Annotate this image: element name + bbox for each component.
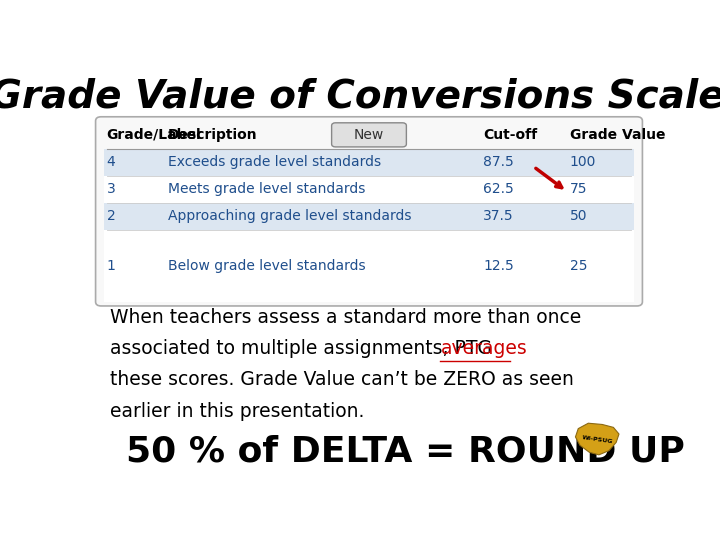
Text: averages: averages <box>441 339 527 358</box>
Text: When teachers assess a standard more than once: When teachers assess a standard more tha… <box>109 308 581 327</box>
Text: Description: Description <box>168 128 258 142</box>
FancyBboxPatch shape <box>96 117 642 306</box>
Text: 100: 100 <box>570 156 596 170</box>
Text: Grade Value: Grade Value <box>570 128 665 142</box>
Text: 1: 1 <box>107 259 116 273</box>
Text: 87.5: 87.5 <box>483 156 514 170</box>
Text: 4: 4 <box>107 156 115 170</box>
Text: Approaching grade level standards: Approaching grade level standards <box>168 210 412 224</box>
Bar <box>104 176 634 203</box>
Bar <box>104 203 634 230</box>
FancyBboxPatch shape <box>332 123 406 147</box>
Text: 25: 25 <box>570 259 588 273</box>
Text: Grade/Label: Grade/Label <box>107 128 202 142</box>
Text: Exceeds grade level standards: Exceeds grade level standards <box>168 156 382 170</box>
Text: Below grade level standards: Below grade level standards <box>168 259 366 273</box>
Text: associated to multiple assignments, PTG: associated to multiple assignments, PTG <box>109 339 498 358</box>
Bar <box>104 149 634 176</box>
Text: Cut-off: Cut-off <box>483 128 538 142</box>
Text: 75: 75 <box>570 183 588 197</box>
Text: New: New <box>354 128 384 142</box>
Text: 50 % of DELTA = ROUND UP: 50 % of DELTA = ROUND UP <box>126 435 685 469</box>
Text: earlier in this presentation.: earlier in this presentation. <box>109 402 364 421</box>
Text: 62.5: 62.5 <box>483 183 514 197</box>
Polygon shape <box>575 423 619 455</box>
Text: 12.5: 12.5 <box>483 259 514 273</box>
Text: 3: 3 <box>107 183 115 197</box>
Text: Meets grade level standards: Meets grade level standards <box>168 183 366 197</box>
Text: WI-PSUG: WI-PSUG <box>581 435 613 444</box>
Text: 37.5: 37.5 <box>483 210 514 224</box>
Bar <box>104 230 634 302</box>
Text: 2: 2 <box>107 210 115 224</box>
Text: 50: 50 <box>570 210 588 224</box>
Text: these scores. Grade Value can’t be ZERO as seen: these scores. Grade Value can’t be ZERO … <box>109 370 573 389</box>
Text: Grade Value of Conversions Scales: Grade Value of Conversions Scales <box>0 77 720 115</box>
